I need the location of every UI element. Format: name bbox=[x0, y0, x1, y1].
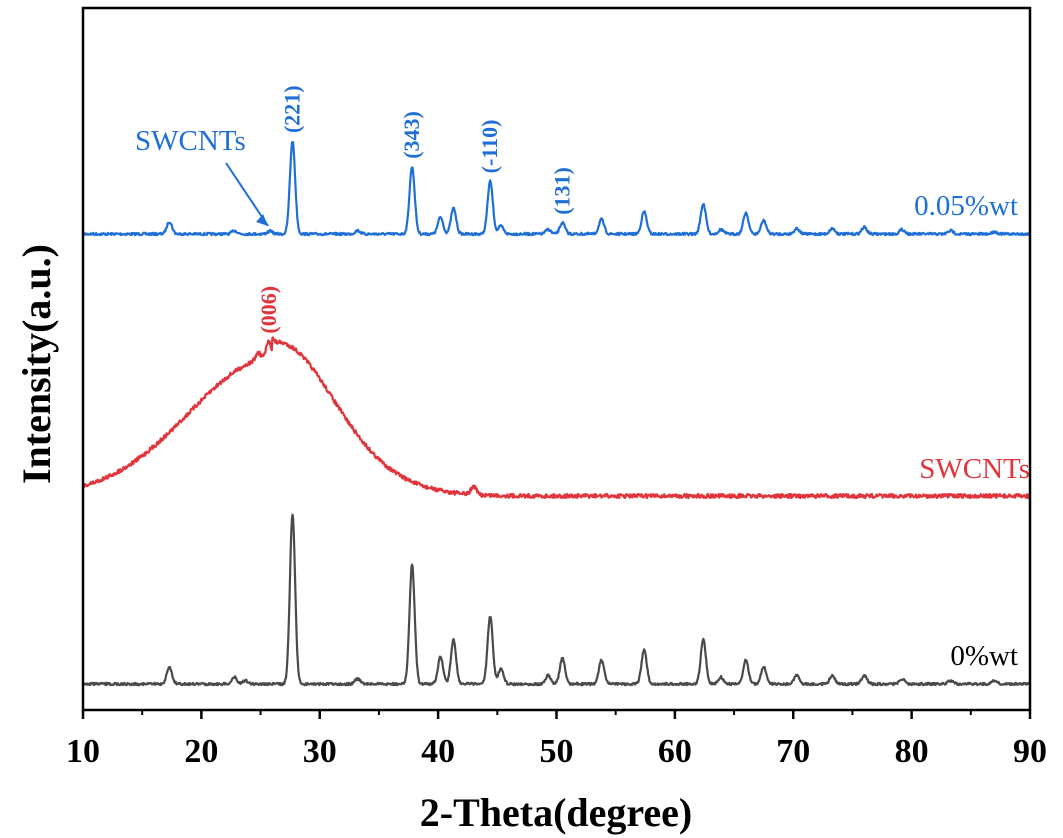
annotation-swcnt-label: SWCNTs bbox=[135, 125, 246, 157]
series-label-1: SWCNTs bbox=[919, 453, 1030, 485]
x-tick-label: 30 bbox=[303, 733, 337, 770]
peak-label: (221) bbox=[280, 85, 305, 133]
x-tick-label: 50 bbox=[540, 733, 574, 770]
peak-label: (343) bbox=[399, 111, 424, 159]
x-tick-label: 80 bbox=[895, 733, 929, 770]
x-tick-label: 70 bbox=[776, 733, 810, 770]
annotations: (221) (343) (-110) (131) (006) SWCNTs bbox=[135, 85, 574, 333]
annotation-arrow-head bbox=[256, 214, 269, 226]
x-tick-label: 10 bbox=[66, 733, 100, 770]
peak-label: (131) bbox=[549, 167, 574, 215]
y-axis-title: Intensity(a.u.) bbox=[14, 244, 59, 484]
series-label-2: 0%wt bbox=[950, 640, 1018, 672]
series-line-2 bbox=[82, 513, 1031, 687]
series-line-1 bbox=[81, 336, 1032, 500]
annotation-arrow-line bbox=[225, 162, 269, 227]
x-axis-title: 2-Theta(degree) bbox=[420, 790, 693, 835]
peak-label: (-110) bbox=[477, 120, 502, 174]
x-axis-ticks: 10 20 30 40 50 60 70 80 90 bbox=[66, 710, 1047, 770]
x-tick-label: 20 bbox=[184, 733, 218, 770]
series-layer: 0.05%wt SWCNTs 0%wt bbox=[81, 140, 1032, 687]
x-tick-label: 60 bbox=[658, 733, 692, 770]
series-label-0: 0.05%wt bbox=[914, 190, 1018, 222]
plot-frame bbox=[81, 6, 1032, 712]
series-line-0 bbox=[81, 140, 1032, 237]
peak-label: (006) bbox=[256, 286, 281, 334]
x-tick-label: 40 bbox=[421, 733, 455, 770]
x-tick-label: 90 bbox=[1013, 733, 1047, 770]
